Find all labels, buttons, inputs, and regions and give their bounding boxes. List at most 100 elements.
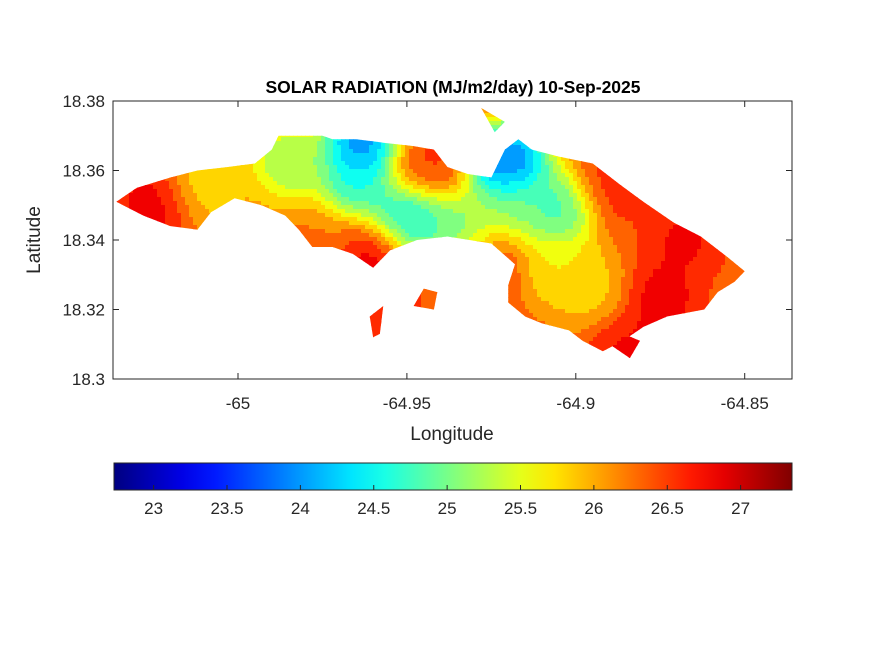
field-cell (373, 209, 378, 214)
field-cell (545, 185, 550, 190)
field-cell (177, 181, 182, 186)
field-cell (329, 165, 334, 170)
field-cell (189, 177, 194, 182)
field-cell (389, 153, 394, 158)
field-cell (537, 177, 542, 182)
field-cell (341, 169, 346, 174)
field-cell (369, 213, 374, 218)
field-cell (493, 213, 498, 218)
field-cell (417, 153, 422, 158)
field-cell (173, 185, 178, 190)
field-cell (481, 213, 486, 218)
field-cell (181, 209, 186, 214)
field-cell (281, 165, 286, 170)
field-cell (197, 193, 202, 198)
field-cell (337, 157, 342, 162)
field-cell (489, 181, 494, 186)
field-cell (457, 173, 462, 178)
field-cell (245, 177, 250, 182)
field-cell (397, 165, 402, 170)
field-cell (429, 193, 434, 198)
field-cell (397, 197, 402, 202)
field-cell (513, 181, 518, 186)
field-cell (337, 149, 342, 154)
field-cell (289, 137, 294, 142)
field-cell (213, 189, 218, 194)
field-cell (469, 193, 474, 198)
field-cell (493, 117, 498, 122)
field-cell (405, 193, 410, 198)
field-cell (353, 153, 358, 158)
field-cell (597, 205, 602, 210)
field-cell (509, 161, 514, 166)
field-cell (501, 201, 506, 206)
field-cell (413, 177, 418, 182)
field-cell (205, 205, 210, 210)
field-cell (297, 205, 302, 210)
field-cell (625, 201, 630, 206)
field-cell (341, 153, 346, 158)
field-cell (281, 153, 286, 158)
field-cell (229, 173, 234, 178)
field-cell (149, 193, 154, 198)
field-cell (253, 181, 258, 186)
field-cell (369, 169, 374, 174)
field-cell (157, 193, 162, 198)
field-cell (389, 149, 394, 154)
field-cell (645, 205, 650, 210)
field-cell (493, 209, 498, 214)
field-cell (533, 157, 538, 162)
field-cell (297, 165, 302, 170)
field-cell (285, 205, 290, 210)
field-cell (473, 177, 478, 182)
field-cell (265, 193, 270, 198)
field-cell (569, 189, 574, 194)
field-cell (201, 205, 206, 210)
field-cell (625, 209, 630, 214)
field-cell (369, 157, 374, 162)
field-cell (169, 185, 174, 190)
field-cell (317, 189, 322, 194)
field-cell (393, 185, 398, 190)
field-cell (437, 201, 442, 206)
field-cell (293, 213, 298, 218)
field-cell (597, 173, 602, 178)
field-cell (329, 217, 334, 222)
field-cell (369, 149, 374, 154)
field-cell (525, 197, 530, 202)
field-cell (565, 173, 570, 178)
field-cell (465, 205, 470, 210)
field-cell (369, 205, 374, 210)
field-cell (197, 201, 202, 206)
field-cell (605, 193, 610, 198)
field-cell (229, 185, 234, 190)
field-cell (269, 149, 274, 154)
field-cell (269, 197, 274, 202)
field-cell (521, 181, 526, 186)
field-cell (305, 213, 310, 218)
field-cell (473, 209, 478, 214)
field-cell (373, 197, 378, 202)
field-cell (149, 189, 154, 194)
field-cell (349, 157, 354, 162)
field-cell (629, 205, 634, 210)
field-cell (421, 153, 426, 158)
field-cell (129, 205, 134, 210)
field-cell (309, 213, 314, 218)
field-cell (293, 141, 298, 146)
field-cell (297, 201, 302, 206)
field-cell (225, 169, 230, 174)
field-cell (537, 205, 542, 210)
field-cell (493, 121, 498, 126)
field-cell (485, 197, 490, 202)
field-cell (125, 197, 130, 202)
field-cell (545, 209, 550, 214)
field-cell (553, 157, 558, 162)
field-cell (301, 197, 306, 202)
field-cell (585, 165, 590, 170)
field-cell (477, 213, 482, 218)
field-cell (253, 189, 258, 194)
field-cell (469, 209, 474, 214)
field-cell (169, 197, 174, 202)
field-cell (181, 173, 186, 178)
